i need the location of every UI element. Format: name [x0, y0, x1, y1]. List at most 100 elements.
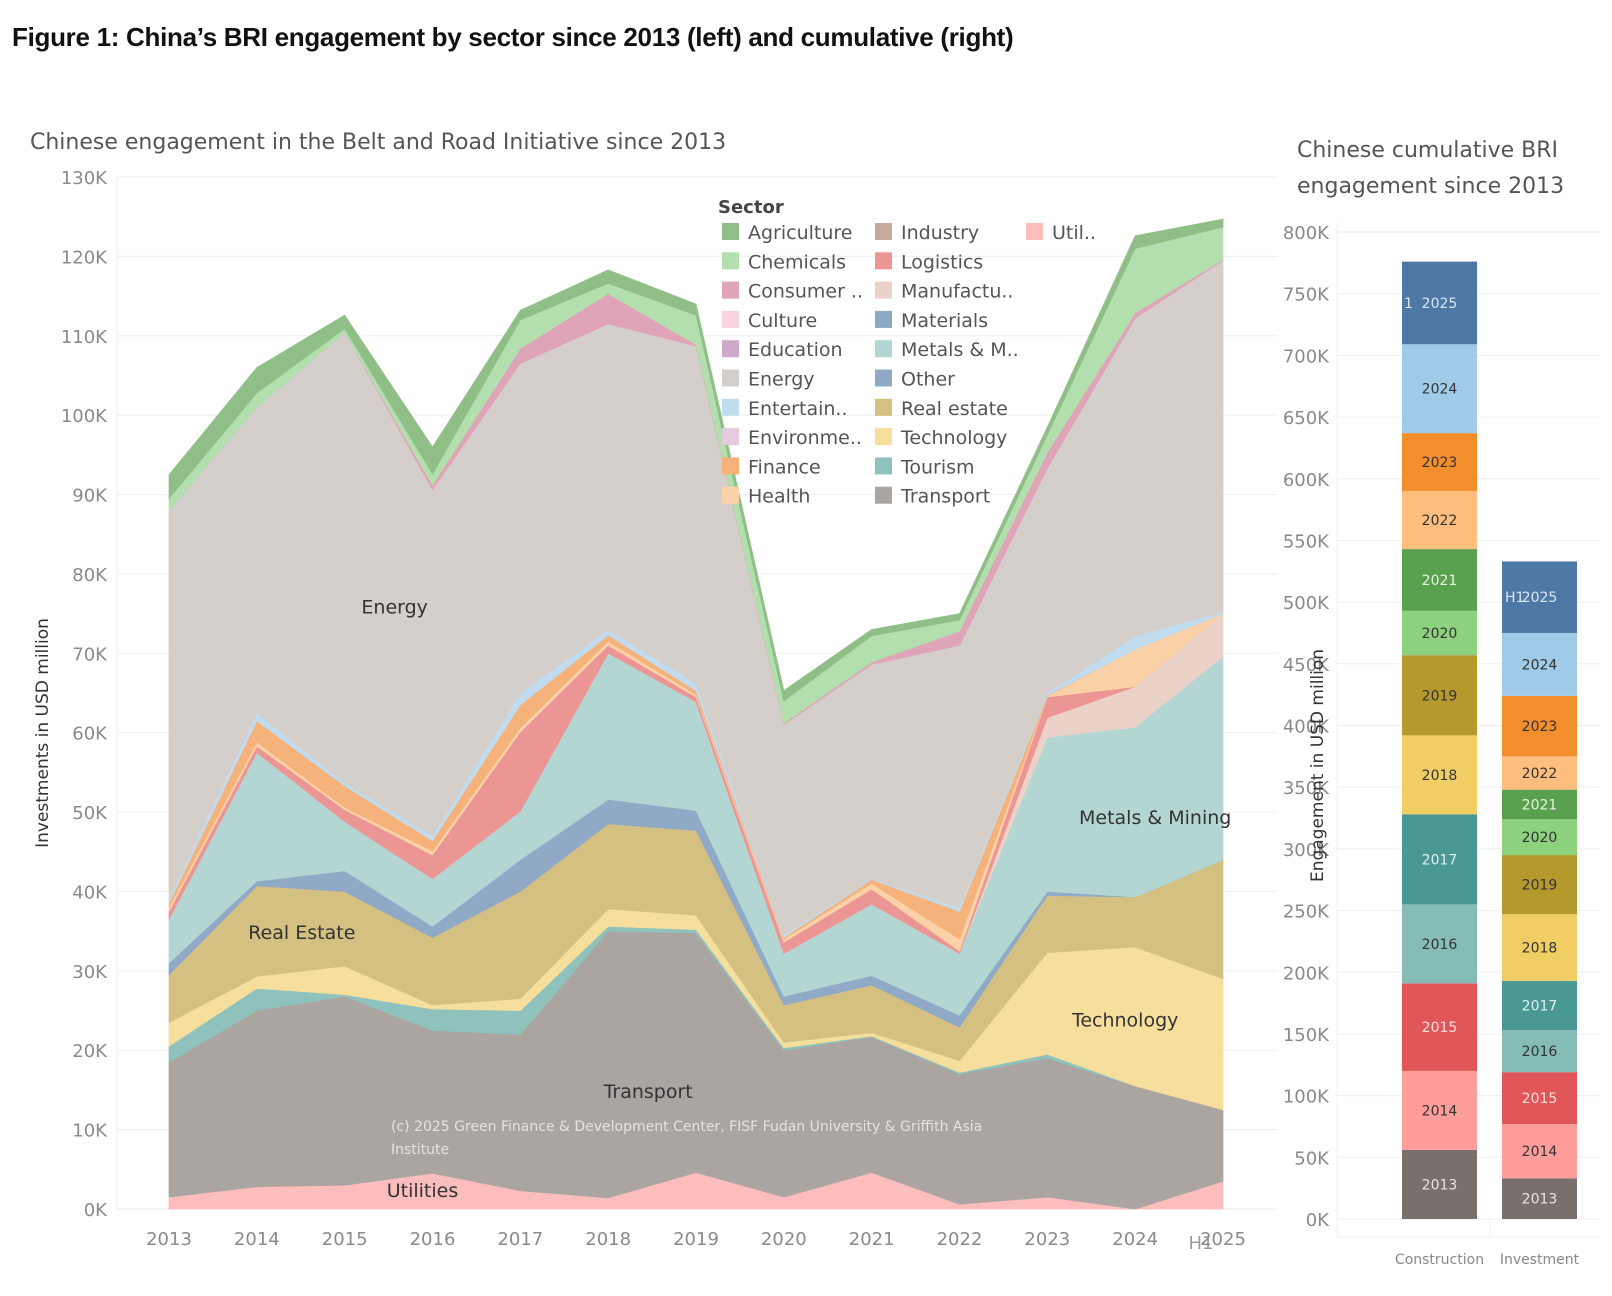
- bar-segment-label: 2019: [1522, 878, 1558, 894]
- bar-segment-2022: [1402, 491, 1477, 550]
- y-tick-label: 0K: [1306, 1210, 1330, 1231]
- bar-segment-label: 2018: [1422, 768, 1458, 784]
- legend: Sector Agriculture Chemicals Consumer .. Cul…: [718, 197, 1096, 508]
- bar-segment-2024: [1502, 632, 1577, 696]
- legend-swatch: [722, 310, 739, 328]
- right-chart-title-line-1: Chinese cumulative BRI: [1297, 138, 1559, 163]
- bar-segment-2024: [1402, 344, 1477, 434]
- legend-label: Transport: [900, 486, 990, 508]
- x-tick-label: 2015: [322, 1229, 368, 1250]
- area-annotation: Metals & Mining: [1079, 807, 1231, 829]
- x-tick-label: 2020: [761, 1229, 807, 1250]
- bar-segment-label: 2014: [1522, 1144, 1558, 1160]
- x-tick-label: 2025: [1200, 1229, 1246, 1250]
- bar-segment-label: 2021: [1422, 573, 1458, 589]
- x-tick-label: 2017: [497, 1229, 543, 1250]
- y-tick-label: 600K: [1283, 470, 1330, 491]
- legend-swatch: [722, 281, 739, 299]
- y-tick-label: 250K: [1283, 902, 1330, 923]
- bar-segment-2023: [1402, 433, 1477, 492]
- figure-title: Figure 1: China’s BRI engagement by sect…: [12, 22, 1014, 52]
- y-tick-label: 350K: [1283, 778, 1330, 799]
- legend-swatch: [722, 428, 739, 446]
- bar-segment-label: 2025: [1422, 296, 1458, 312]
- legend-swatch: [875, 457, 892, 475]
- bar-segment-2025: [1402, 261, 1477, 345]
- x-tick-label: 2022: [937, 1229, 983, 1250]
- legend-label: Energy: [748, 369, 815, 391]
- x-tick-label: 2021: [849, 1229, 895, 1250]
- left-chart-title: Chinese engagement in the Belt and Road …: [30, 130, 727, 155]
- y-tick-label: 750K: [1283, 285, 1330, 306]
- bar-segment-label: 2015: [1422, 1020, 1458, 1036]
- y-tick-label: 60K: [72, 724, 108, 745]
- bar-segment-2018: [1402, 735, 1477, 815]
- x-category-label: Construction: [1395, 1252, 1484, 1268]
- legend-label: Logistics: [901, 251, 983, 273]
- bar-segment-2017: [1402, 814, 1477, 905]
- y-tick-label: 110K: [61, 327, 108, 348]
- x-tick-label: 2023: [1024, 1229, 1070, 1250]
- y-axis-title: Investments in USD million: [33, 618, 53, 848]
- legend-title: Sector: [718, 197, 784, 218]
- area-annotation: Transport: [603, 1081, 693, 1103]
- y-tick-label: 700K: [1283, 346, 1330, 367]
- legend-label: Metals & M..: [901, 339, 1019, 361]
- bar-segment-label: 2024: [1422, 382, 1458, 398]
- bar-segment-2019: [1402, 655, 1477, 736]
- bar-segment-2023: [1502, 695, 1577, 757]
- bar-segment-label: 2016: [1522, 1044, 1558, 1060]
- legend-swatch: [875, 428, 892, 446]
- legend-swatch: [722, 457, 739, 475]
- legend-label: Materials: [901, 310, 988, 332]
- y-tick-label: 70K: [72, 644, 108, 665]
- y-tick-label: 100K: [1283, 1087, 1330, 1108]
- y-tick-label: 30K: [72, 962, 108, 983]
- bar-segment-label: 2023: [1422, 455, 1458, 471]
- x-tick-label: 2024: [1112, 1229, 1158, 1250]
- bar-segment-2015: [1502, 1072, 1577, 1125]
- y-tick-label: 500K: [1283, 593, 1330, 614]
- bar-segment-2017: [1502, 980, 1577, 1031]
- bar-segment-label: 2023: [1522, 719, 1558, 735]
- legend-label: Consumer ..: [748, 281, 863, 303]
- legend-label: Agriculture: [748, 222, 853, 244]
- bar-segment-2020: [1402, 610, 1477, 656]
- y-tick-label: 800K: [1283, 223, 1330, 244]
- y-tick-label: 200K: [1283, 963, 1330, 984]
- bar-segment-label: 2020: [1522, 830, 1558, 846]
- bar-segment-2014: [1402, 1070, 1477, 1150]
- x-tick-label: 2018: [585, 1229, 631, 1250]
- left-area-chart: 0K 10K 20K 30K 40K 50K 60K 70K 80K 90K 100K 110K 120…: [33, 168, 1277, 1254]
- y-tick-label: 300K: [1283, 840, 1330, 861]
- y-tick-label: 650K: [1283, 408, 1330, 429]
- right-chart-title-line-2: engagement since 2013: [1297, 174, 1565, 199]
- legend-label: Technology: [900, 427, 1007, 449]
- bar-segment-label: 2016: [1422, 937, 1458, 953]
- legend-label: Finance: [748, 456, 821, 478]
- legend-swatch: [722, 369, 739, 387]
- bar-segment-2014: [1502, 1124, 1577, 1179]
- y-tick-label: 100K: [61, 406, 108, 427]
- legend-swatch: [722, 486, 739, 504]
- bar-segment-label: 2017: [1422, 852, 1458, 868]
- x-tick-note: H1: [1189, 1233, 1214, 1254]
- bar-segment-label: 2013: [1522, 1192, 1558, 1208]
- credit-text: Institute: [391, 1142, 449, 1158]
- bar-segment-label: 2024: [1522, 657, 1558, 673]
- y-tick-label: 50K: [1294, 1148, 1330, 1169]
- y-tick-label: 90K: [72, 486, 108, 507]
- legend-swatch: [875, 310, 892, 328]
- y-tick-label: 80K: [72, 565, 108, 586]
- y-tick-label: 450K: [1283, 655, 1330, 676]
- bar-segment-2022: [1502, 756, 1577, 790]
- bar-segment-label: 2019: [1422, 688, 1458, 704]
- y-tick-label: 400K: [1283, 717, 1330, 738]
- legend-swatch: [875, 223, 892, 240]
- legend-swatch: [1026, 223, 1043, 240]
- bar-segment-2016: [1402, 904, 1477, 984]
- legend-swatch: [722, 398, 739, 416]
- legend-swatch: [722, 340, 739, 358]
- bar-segment-label: 2018: [1522, 941, 1558, 957]
- bar-segment-label: 2014: [1422, 1103, 1458, 1119]
